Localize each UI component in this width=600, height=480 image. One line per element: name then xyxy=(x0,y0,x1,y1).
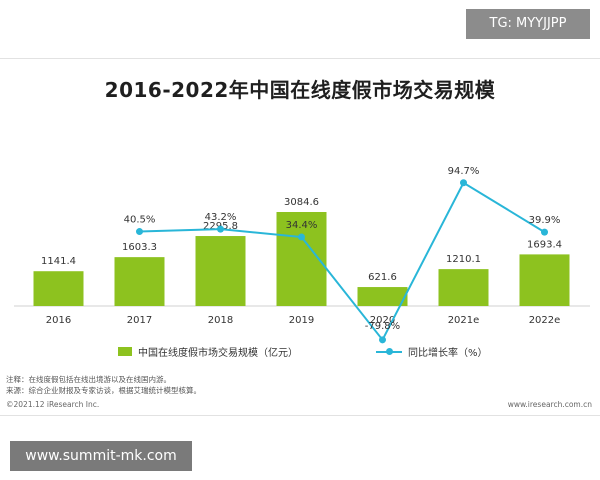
source-line: 来源：综合企业财报及专家访谈，根据艾瑞统计模型核算。 xyxy=(6,386,201,395)
x-tick-label: 2022e xyxy=(529,315,561,326)
legend-bar-label: 中国在线度假市场交易规模（亿元） xyxy=(138,348,298,359)
x-tick-label: 2020 xyxy=(370,315,395,326)
bar xyxy=(114,257,165,306)
chart-title: 2016-2022年中国在线度假市场交易规模 xyxy=(104,78,496,102)
growth-rate-line xyxy=(139,181,546,342)
growth-value-label: -79.8% xyxy=(365,321,400,332)
x-tick-label: 2019 xyxy=(289,315,314,326)
growth-value-label: 34.4% xyxy=(286,220,318,231)
x-tick-label: 2016 xyxy=(46,315,71,326)
legend-line-label: 同比增长率（%） xyxy=(408,348,488,359)
legend-bar: 中国在线度假市场交易规模（亿元） xyxy=(118,344,298,359)
legend-line: 同比增长率（%） xyxy=(376,344,488,359)
website-text: www.iresearch.com.cn xyxy=(507,400,592,409)
growth-value-label: 40.5% xyxy=(124,215,156,226)
growth-point xyxy=(541,228,548,236)
bar xyxy=(519,254,570,306)
x-tick-label: 2017 xyxy=(127,315,152,326)
growth-point xyxy=(460,179,467,187)
copyright-text: ©2021.12 iResearch Inc. xyxy=(6,400,100,409)
bar xyxy=(195,236,246,306)
growth-value-label: 39.9% xyxy=(529,215,561,226)
legend-bar-swatch xyxy=(118,347,132,356)
bar xyxy=(357,287,408,306)
bar-value-label: 621.6 xyxy=(368,272,397,283)
x-tick-label: 2021e xyxy=(448,315,480,326)
growth-point xyxy=(379,336,386,344)
watermark-website: www.summit-mk.com xyxy=(10,441,192,471)
bar xyxy=(33,271,84,306)
chart-notes: 注释：在线度假包括在线出境游以及在线国内游。 来源：综合企业财报及专家访谈，根据… xyxy=(6,374,201,396)
x-tick-label: 2018 xyxy=(208,315,233,326)
bar xyxy=(438,269,489,306)
bar-value-label: 1693.4 xyxy=(527,239,562,250)
bar-value-label: 1141.4 xyxy=(41,256,76,267)
bar-value-label: 3084.6 xyxy=(284,197,319,208)
legend-line-swatch xyxy=(376,347,402,356)
growth-point xyxy=(217,225,224,233)
bar-value-label: 1210.1 xyxy=(446,254,481,265)
growth-point xyxy=(136,228,143,236)
growth-value-label: 94.7% xyxy=(448,166,480,177)
bar-value-label: 1603.3 xyxy=(122,242,157,253)
note-line: 注释：在线度假包括在线出境游以及在线国内游。 xyxy=(6,375,171,384)
watermark-telegram: TG: MYYJJPP xyxy=(466,9,590,39)
growth-point xyxy=(298,233,305,241)
growth-value-label: 43.2% xyxy=(205,212,237,223)
